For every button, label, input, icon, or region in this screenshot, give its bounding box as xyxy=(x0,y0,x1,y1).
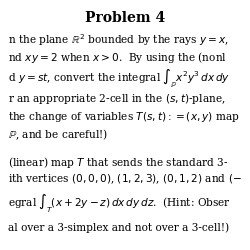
Text: r an appropriate 2-cell in the $(s, t)$-plane,: r an appropriate 2-cell in the $(s, t)$-… xyxy=(8,92,225,106)
Text: (linear) map $T$ that sends the standard 3-: (linear) map $T$ that sends the standard… xyxy=(8,155,228,170)
Text: $\mathbb{P}$, and be careful!): $\mathbb{P}$, and be careful!) xyxy=(8,128,108,142)
Text: nd $xy = 2$ when $x > 0$.  By using the (nonl: nd $xy = 2$ when $x > 0$. By using the (… xyxy=(8,50,226,65)
Text: the change of variables $T(s, t) := (x, y)$ map: the change of variables $T(s, t) := (x, … xyxy=(8,110,239,124)
Text: ith vertices $(0, 0, 0)$, $(1, 2, 3)$, $(0, 1, 2)$ and $(-$: ith vertices $(0, 0, 0)$, $(1, 2, 3)$, $… xyxy=(8,172,241,186)
Text: al over a 3-simplex and not over a 3-cell!): al over a 3-simplex and not over a 3-cel… xyxy=(8,222,228,233)
Text: n the plane $\mathbb{R}^2$ bounded by the rays $y = x$,: n the plane $\mathbb{R}^2$ bounded by th… xyxy=(8,32,228,48)
Text: d $y = st$, convert the integral $\int_{\mathbb{P}} x^2 y^3\, dx\, dy$: d $y = st$, convert the integral $\int_{… xyxy=(8,68,230,90)
Text: Problem 4: Problem 4 xyxy=(85,11,165,25)
Text: egral $\int_{T}(x + 2y - z)\, dx\, dy\, dz$.  (Hint: Obser: egral $\int_{T}(x + 2y - z)\, dx\, dy\, … xyxy=(8,192,230,215)
